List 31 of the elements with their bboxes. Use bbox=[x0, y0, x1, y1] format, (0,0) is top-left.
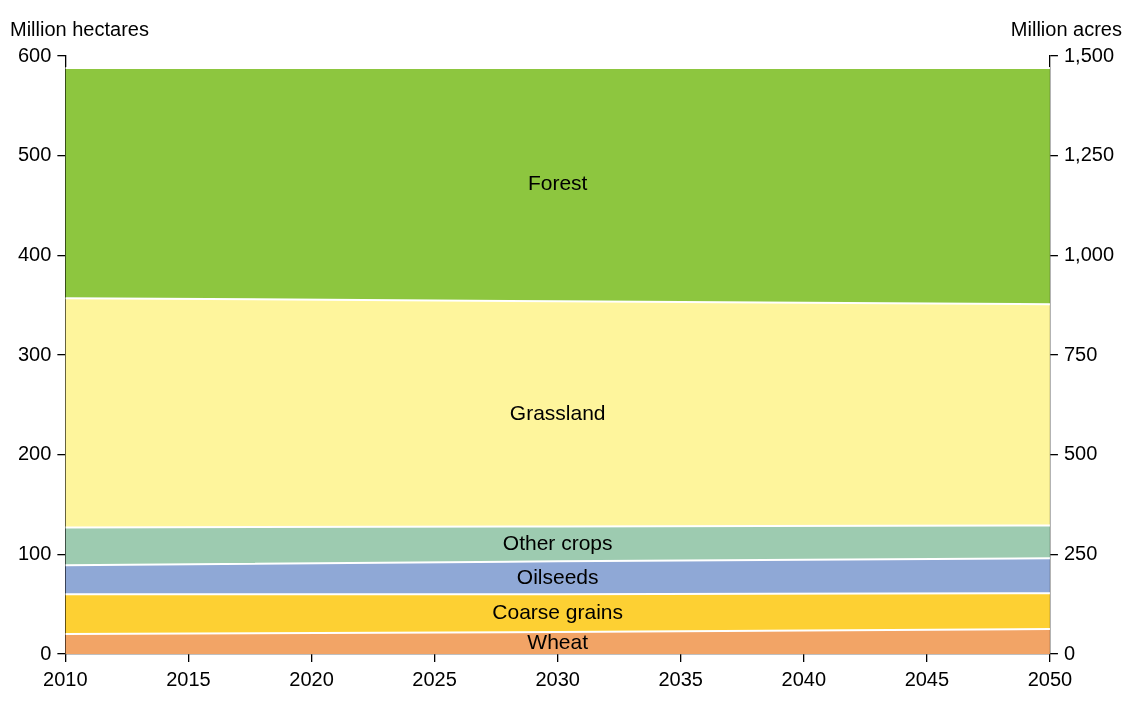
x-tick-label: 2020 bbox=[289, 667, 334, 690]
series-label: Other crops bbox=[502, 530, 613, 554]
y2-tick-label: 750 bbox=[1063, 342, 1098, 365]
series-label: Forest bbox=[527, 171, 588, 195]
y2-tick-label: 1,000 bbox=[1063, 242, 1115, 265]
x-tick-label: 2015 bbox=[166, 667, 211, 690]
x-tick-label: 2010 bbox=[43, 667, 88, 690]
x-tick-label: 2050 bbox=[1027, 667, 1073, 690]
y2-tick-label: 500 bbox=[1063, 442, 1098, 465]
y-tick-label: 500 bbox=[17, 143, 52, 166]
y2-axis-title: Million acres bbox=[1010, 17, 1122, 40]
series-label: Oilseeds bbox=[516, 564, 599, 588]
y-tick-label: 200 bbox=[17, 442, 52, 465]
y2-tick-label: 250 bbox=[1063, 541, 1098, 564]
x-tick-label: 2025 bbox=[412, 667, 457, 690]
series-label: Coarse grains bbox=[492, 599, 624, 623]
x-tick-label: 2040 bbox=[781, 667, 827, 690]
y-tick-label: 300 bbox=[17, 342, 52, 365]
x-tick-label: 2035 bbox=[658, 667, 703, 690]
y2-tick-label: 1,250 bbox=[1063, 143, 1115, 166]
y-tick-label: 0 bbox=[40, 641, 52, 664]
series-label: Wheat bbox=[527, 629, 589, 653]
y2-tick-label: 0 bbox=[1063, 641, 1076, 664]
x-tick-label: 2030 bbox=[535, 667, 580, 690]
y-tick-label: 400 bbox=[17, 242, 52, 265]
series-label: Grassland bbox=[509, 400, 606, 424]
y-tick-label: 600 bbox=[17, 43, 52, 66]
y-axis-title: Million hectares bbox=[10, 17, 149, 40]
y-tick-label: 100 bbox=[17, 541, 52, 564]
y2-tick-label: 1,500 bbox=[1063, 43, 1115, 66]
x-tick-label: 2045 bbox=[904, 667, 950, 690]
